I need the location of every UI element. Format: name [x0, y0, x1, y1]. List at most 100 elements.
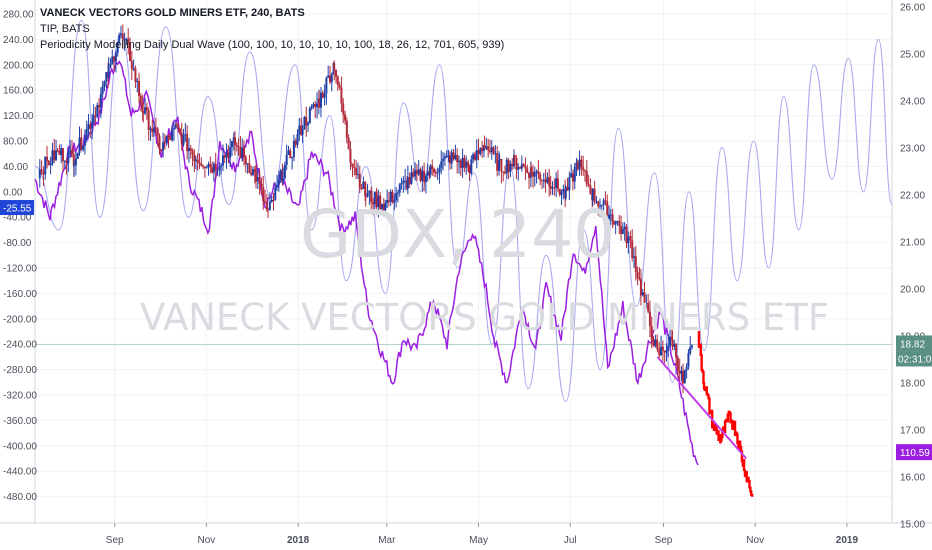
candle-body [542, 179, 545, 181]
candle-body [526, 168, 529, 173]
candle-body [665, 350, 668, 353]
candle-body [421, 170, 424, 181]
candle-body [167, 136, 170, 138]
candle-body [211, 167, 214, 173]
candle-body [53, 150, 56, 161]
candle-body [198, 162, 201, 164]
candle-body [562, 189, 565, 192]
candle-body [634, 256, 637, 273]
candle-body [220, 165, 223, 167]
candle-body [165, 136, 168, 143]
candle-body [344, 114, 347, 121]
right-tick-label: 17.00 [900, 426, 925, 437]
candle-body [620, 225, 623, 234]
candle-body [609, 214, 612, 216]
left-tick-label: -240.00 [3, 340, 37, 351]
right-tick-label: 18.00 [900, 379, 925, 390]
candle-body [373, 191, 376, 205]
candle-body [463, 157, 466, 168]
x-tick-label: Nov [746, 535, 764, 546]
candle-body [355, 168, 358, 175]
candle-body [230, 141, 233, 147]
trend-line[interactable] [656, 356, 747, 460]
forecast-candle [747, 476, 750, 482]
candle-body [225, 152, 228, 158]
candle-body [379, 195, 382, 210]
candle-body [621, 228, 624, 234]
candle-body [537, 171, 540, 175]
forecast-candle [697, 331, 701, 348]
candle-body [318, 98, 321, 108]
candle-body [44, 156, 47, 175]
candle-body [573, 166, 576, 182]
candle-body [358, 173, 361, 189]
left-value-badge [0, 200, 34, 216]
candle-body [205, 166, 208, 168]
candle-body [246, 163, 249, 165]
candle-body [406, 177, 409, 189]
candle-body [515, 157, 518, 170]
candle-body [658, 349, 661, 356]
candle-body [520, 164, 523, 169]
candle-body [121, 33, 124, 40]
candle-body [51, 150, 54, 164]
right-tick-label: 26.00 [900, 3, 925, 14]
candle-body [513, 154, 516, 167]
candle-body [531, 171, 534, 177]
forecast-candle [720, 436, 723, 442]
candle-body [349, 148, 352, 162]
candle-body [139, 95, 142, 103]
candle-body [200, 163, 203, 166]
left-value-label: -25.55 [3, 204, 32, 215]
candle-body [307, 123, 310, 126]
candle-body [673, 343, 676, 347]
candle-body [470, 159, 473, 174]
candle-body [459, 160, 462, 168]
candle-body [70, 150, 73, 155]
candle-body [255, 171, 258, 182]
forecast-candle [723, 420, 727, 434]
forecast-candle [708, 397, 711, 415]
x-tick-label: 2018 [287, 535, 310, 546]
candle-body [252, 169, 255, 175]
candle-body [528, 172, 531, 178]
candle-body [667, 345, 670, 351]
candle-body [40, 169, 43, 173]
grid [35, 0, 892, 523]
candle-body [342, 103, 345, 115]
candle-body [132, 68, 135, 70]
candle-body [60, 148, 63, 155]
candle-body [335, 69, 338, 77]
candle-body [553, 187, 556, 189]
candle-body [235, 144, 238, 147]
candle-body [660, 346, 663, 356]
candle-body [264, 201, 267, 203]
candle-body [625, 226, 628, 244]
candle-body [353, 167, 356, 169]
candle-body [94, 115, 97, 117]
candle-body [671, 339, 674, 347]
candle-body [492, 147, 495, 154]
candle-body [149, 128, 152, 130]
candle-body [611, 214, 614, 222]
candle-body [184, 134, 187, 136]
candle-body [187, 147, 190, 152]
candle-body [602, 200, 605, 205]
candle-body [481, 147, 484, 152]
candle-body [548, 177, 551, 187]
candle-body [502, 171, 505, 173]
indicator-legend[interactable]: Periodicity Modelling Daily Dual Wave (1… [40, 39, 505, 51]
candle-body [285, 154, 288, 165]
chart-title[interactable]: VANECK VECTORS GOLD MINERS ETF, 240, BAT… [40, 7, 305, 19]
candle-body [89, 124, 92, 129]
candle-body [423, 170, 426, 182]
trend-line [656, 356, 747, 460]
candle-body [99, 93, 102, 108]
forecast-candle [749, 486, 752, 493]
series-legend[interactable]: TIP, BATS [40, 23, 90, 35]
candles [38, 24, 694, 394]
candle-body [301, 129, 304, 135]
candle-body [345, 120, 348, 138]
candle-body [274, 187, 277, 201]
